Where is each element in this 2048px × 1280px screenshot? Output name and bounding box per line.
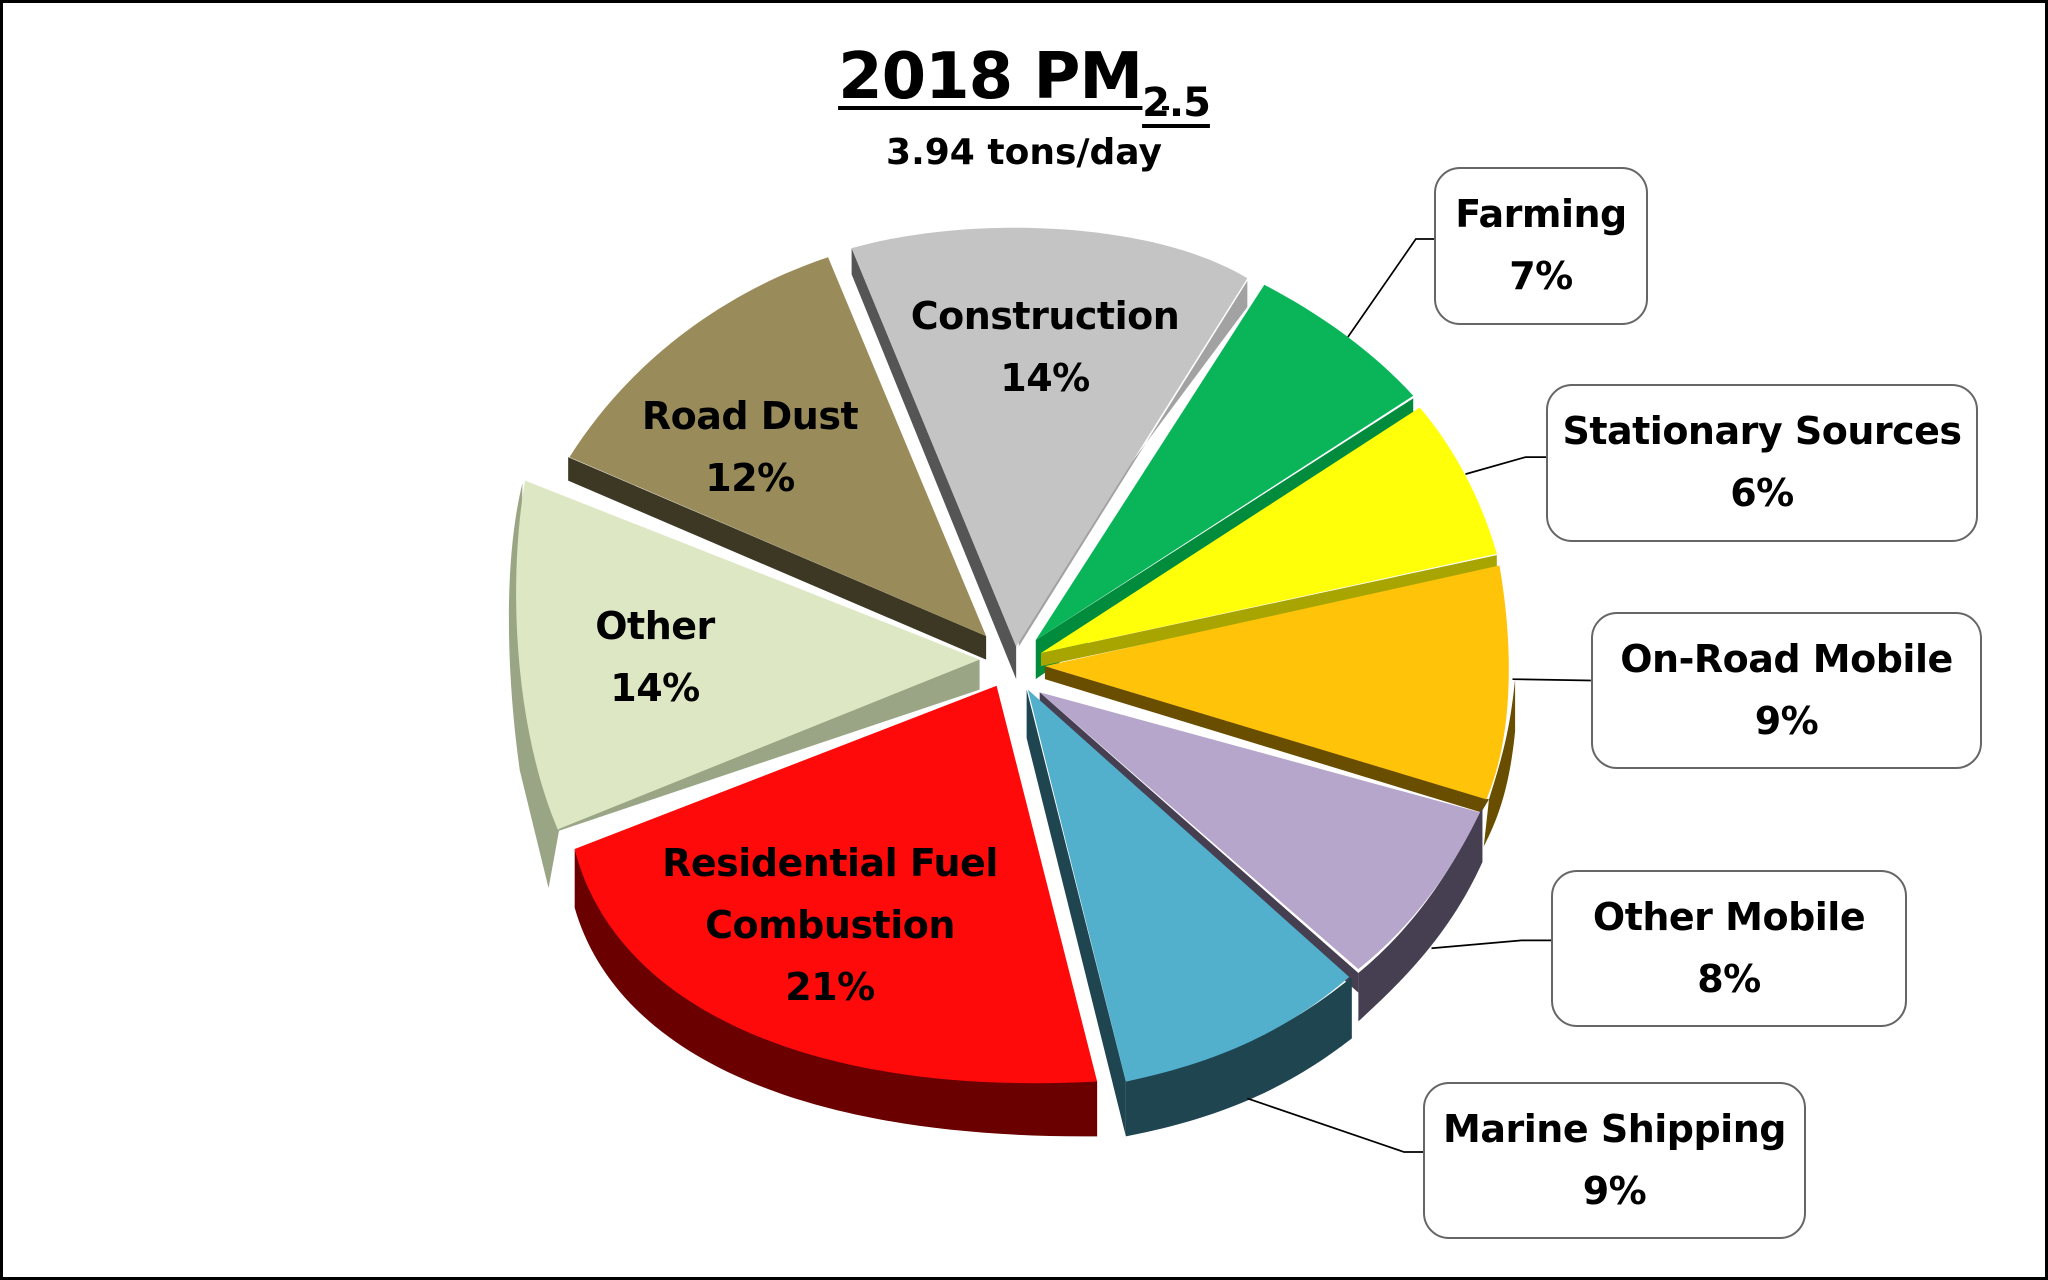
callout-other-mobile: Other Mobile 8% bbox=[1551, 870, 1907, 1027]
leader-stationary bbox=[1465, 456, 1547, 475]
chart-subtitle: 3.94 tons/day bbox=[886, 132, 1162, 173]
label-construction: Construction 14% bbox=[910, 294, 1180, 400]
slice-road-dust bbox=[569, 257, 987, 637]
callout-farming: Farming 7% bbox=[1434, 167, 1648, 325]
callout-stationary: Stationary Sources 6% bbox=[1546, 384, 1978, 542]
callout-on-road: On-Road Mobile 9% bbox=[1591, 612, 1982, 769]
slice-residential bbox=[574, 685, 1098, 1084]
slice-stationary bbox=[1040, 407, 1497, 654]
label-other: Other 14% bbox=[595, 604, 715, 710]
slice-marine bbox=[1027, 689, 1350, 1082]
pie-top-faces bbox=[516, 227, 1509, 1084]
leader-lines bbox=[1247, 238, 1591, 1153]
slice-other bbox=[516, 480, 980, 830]
leader-other-mobile bbox=[1431, 939, 1552, 950]
label-residential: Residential Fuel Combustion 21% bbox=[662, 841, 998, 1009]
slice-other-mobile bbox=[1039, 692, 1480, 970]
slice-farming bbox=[1035, 284, 1414, 640]
leader-marine bbox=[1247, 1097, 1424, 1153]
chart-title: 2018 PM2.5 bbox=[0, 40, 2048, 126]
label-road-dust: Road Dust 12% bbox=[641, 394, 859, 500]
slice-construction bbox=[851, 227, 1248, 647]
chart-title-text: 2018 PM2.5 bbox=[838, 40, 1211, 126]
callout-marine: Marine Shipping 9% bbox=[1423, 1082, 1806, 1239]
leader-on-road bbox=[1512, 678, 1591, 682]
leader-farming bbox=[1347, 238, 1435, 338]
slice-on-road bbox=[1044, 565, 1509, 800]
